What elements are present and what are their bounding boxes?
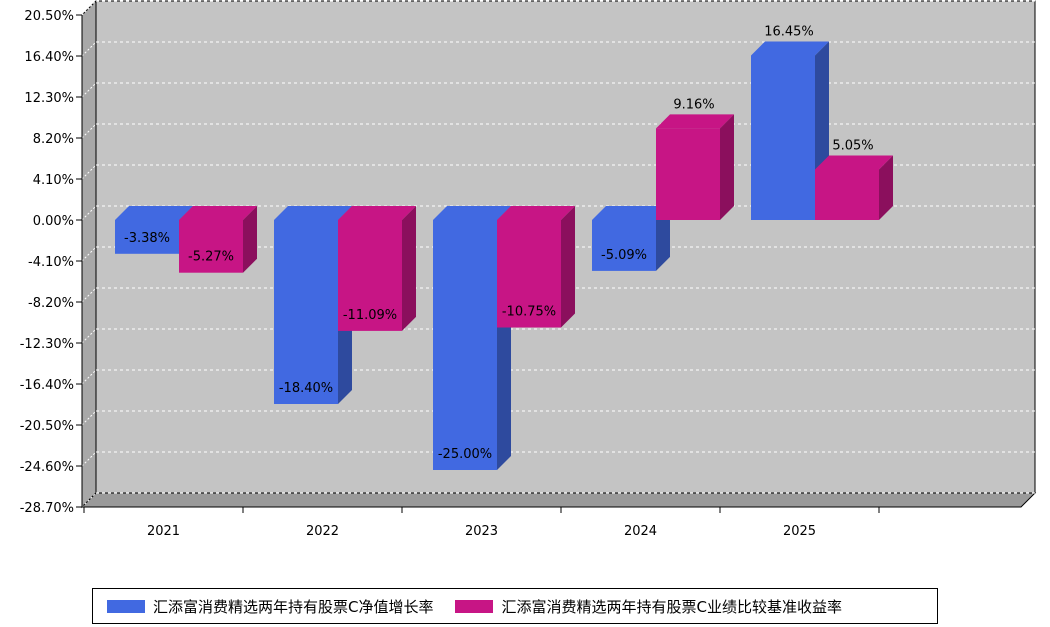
gridline-side — [81, 164, 97, 180]
bar — [656, 128, 720, 220]
gridline-side — [81, 287, 97, 303]
y-tick-label: -24.60% — [20, 460, 74, 475]
y-axis: 20.50% 16.40% 12.30% 8.20% 4.10% 0.00% -4.10% -… — [20, 9, 83, 516]
gridline-side — [81, 328, 97, 344]
gridline-side — [81, 0, 97, 16]
data-label: -10.75% — [502, 305, 556, 320]
legend: 汇添富消费精选两年持有股票C净值增长率 汇添富消费精选两年持有股票C业绩比较基准… — [92, 588, 938, 624]
y-tick-label: 0.00% — [33, 214, 74, 229]
x-tick-label: 2024 — [624, 524, 657, 539]
bar-top — [433, 206, 511, 220]
data-label: -11.09% — [343, 308, 397, 323]
bar-side — [720, 114, 734, 220]
data-label: 9.16% — [673, 97, 714, 112]
data-label: -5.09% — [601, 248, 647, 263]
bar — [179, 220, 243, 273]
legend-swatch-benchmark — [455, 599, 494, 613]
data-labels: -3.38% -5.27% -18.40% -11.09% -25.00% -10.75%… — [124, 25, 874, 463]
y-tick-label: -16.40% — [20, 378, 74, 393]
bar-chart: 20.50% 16.40% 12.30% 8.20% 4.10% 0.00% -4.10% -… — [20, 0, 1037, 539]
x-tick-label: 2025 — [783, 524, 816, 539]
legend-swatch-nav-growth — [107, 599, 145, 613]
y-tick-label: -20.50% — [20, 419, 74, 434]
bar-top — [274, 206, 352, 220]
gridline-side — [81, 82, 97, 98]
y-tick-label: 20.50% — [24, 9, 74, 24]
gridline-side — [81, 41, 97, 57]
data-label: -18.40% — [279, 381, 333, 396]
y-tick-label: 12.30% — [24, 91, 74, 106]
bar-top — [751, 41, 829, 56]
bar — [433, 220, 497, 470]
legend-label-nav-growth: 汇添富消费精选两年持有股票C净值增长率 — [153, 597, 434, 616]
y-tick-label: -12.30% — [20, 337, 74, 352]
bar-top — [815, 155, 893, 170]
y-tick-label: 4.10% — [33, 173, 74, 188]
bar-top — [656, 114, 734, 129]
bar-top — [497, 206, 575, 220]
x-tick-label: 2022 — [306, 524, 339, 539]
y-tick-label: -8.20% — [28, 296, 74, 311]
data-label: -5.27% — [188, 250, 234, 265]
x-tick-label: 2023 — [465, 524, 498, 539]
bar-side — [561, 206, 575, 328]
data-label: 16.45% — [764, 25, 814, 40]
y-tick-label: 16.40% — [24, 50, 74, 65]
bar — [751, 55, 815, 220]
bar — [592, 220, 656, 271]
bar-side — [243, 206, 257, 273]
bar — [497, 220, 561, 328]
bar-side — [656, 206, 670, 271]
gridline-side — [81, 451, 97, 467]
gridline-side — [81, 123, 97, 139]
gridline-side — [81, 205, 97, 221]
x-axis: 2021 2022 2023 2024 2025 — [82, 506, 1021, 539]
data-label: -25.00% — [438, 447, 492, 462]
y-tick-label: -4.10% — [28, 255, 74, 270]
bar-top — [592, 206, 670, 220]
bar — [274, 220, 338, 404]
gridline-side — [81, 369, 97, 385]
legend-item-nav-growth: 汇添富消费精选两年持有股票C净值增长率 — [107, 596, 433, 617]
bar-top — [115, 206, 193, 220]
gridline-side — [81, 492, 97, 508]
data-label: 5.05% — [832, 139, 873, 154]
gridline-side — [81, 246, 97, 262]
bar-top — [179, 206, 257, 220]
bars — [115, 41, 893, 470]
y-tick-label: 8.20% — [33, 132, 74, 147]
bar — [815, 169, 879, 220]
bar-top — [338, 206, 416, 220]
bar-side — [879, 155, 893, 220]
gridline-side — [81, 410, 97, 426]
x-tick-label: 2021 — [147, 524, 180, 539]
bar — [115, 220, 179, 254]
bar — [338, 220, 402, 331]
bar-side — [402, 206, 416, 331]
y-tick-label: -28.70% — [20, 501, 74, 516]
legend-item-benchmark: 汇添富消费精选两年持有股票C业绩比较基准收益率 — [455, 596, 842, 617]
data-label: -3.38% — [124, 231, 170, 246]
floor — [80, 492, 1037, 508]
legend-label-benchmark: 汇添富消费精选两年持有股票C业绩比较基准收益率 — [501, 597, 842, 616]
